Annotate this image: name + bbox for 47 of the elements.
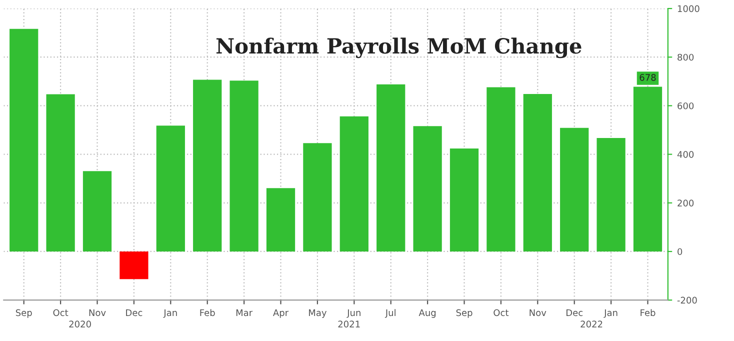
x-tick-label: Feb (200, 309, 215, 316)
bar (376, 84, 406, 252)
x-tick-label: Nov (530, 309, 546, 316)
y-tick-label: 0 (678, 248, 682, 256)
text: 2022 (580, 320, 602, 328)
bar (10, 28, 38, 252)
bar (156, 126, 185, 252)
bar (340, 116, 368, 252)
bar (46, 94, 75, 252)
x-tick-label: Jul (384, 309, 396, 318)
x-tick-label: Dec (566, 309, 583, 316)
y-tick-label: 600 (678, 102, 694, 110)
y-tick-label: -200 (677, 296, 697, 304)
bar (120, 251, 148, 280)
y-tick-label: 400 (677, 151, 694, 158)
bar (560, 128, 589, 252)
x-tick-label: Aug (418, 309, 436, 318)
bar (266, 188, 296, 252)
data-label: 678 (640, 74, 656, 81)
x-tick-label: Apr (273, 309, 289, 318)
bar (523, 94, 552, 252)
bar (413, 126, 442, 252)
x-tick-label: Mar (236, 309, 253, 316)
y-tick-label: 200 (678, 200, 694, 206)
x-tick-label: Jun (346, 309, 360, 318)
bar (193, 80, 222, 252)
x-tick-label: Sep (16, 309, 32, 318)
x-tick-label: Nov (89, 309, 106, 316)
bar (303, 143, 332, 252)
text: Nonfarm Payrolls MoM Change (216, 38, 582, 58)
bar (82, 171, 112, 252)
x-tick-label: Jan (163, 309, 177, 318)
x-tick-label: Oct (53, 309, 68, 316)
x-tick-label: Feb (640, 309, 656, 316)
bar (450, 148, 479, 252)
y-tick-label: 1000 (678, 5, 700, 12)
text: 2021 (338, 320, 360, 328)
bar (230, 80, 258, 252)
x-tick-label: May (309, 309, 327, 318)
x-tick-label: Jan (604, 309, 618, 318)
x-tick-label: Dec (126, 309, 142, 316)
x-tick-label: Oct (494, 309, 509, 316)
bar (486, 87, 516, 252)
bar (596, 138, 626, 252)
text: 2020 (69, 320, 91, 328)
x-tick-label: Sep (456, 309, 472, 318)
y-tick-label: 800 (678, 54, 694, 61)
